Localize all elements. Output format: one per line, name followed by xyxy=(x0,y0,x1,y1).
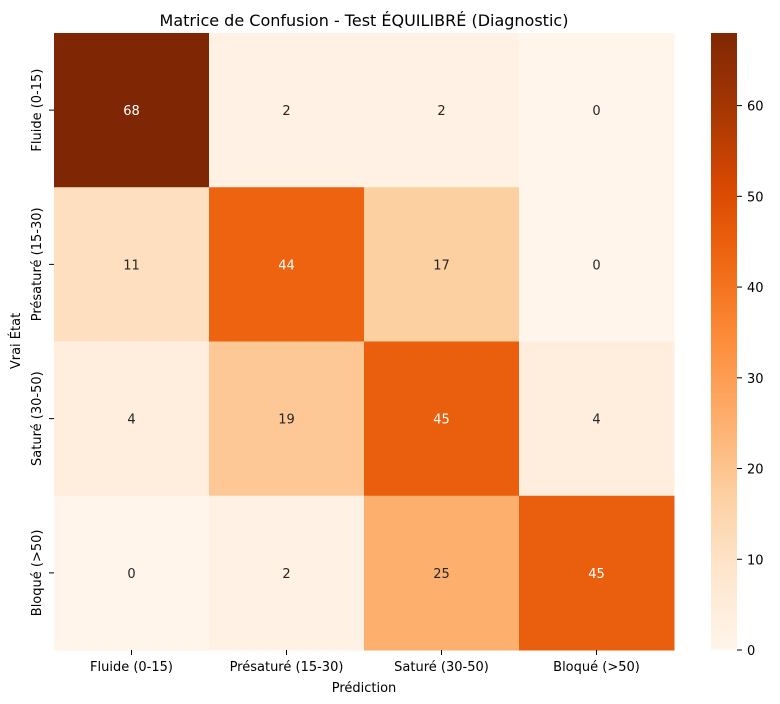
colorbar xyxy=(711,33,737,650)
heatmap-cell xyxy=(209,33,365,188)
x-tick-label: Saturé (30-50) xyxy=(394,660,489,675)
heatmap-cell xyxy=(364,341,520,497)
x-tick-label: Fluide (0-15) xyxy=(90,660,173,675)
heatmap-cell xyxy=(364,187,520,342)
cell-value-label: 4 xyxy=(127,413,135,428)
x-axis-ticks: Fluide (0-15) Présaturé (15-30) Saturé (30… xyxy=(90,650,640,675)
y-tick-label: Saturé (30-50) xyxy=(30,371,45,466)
y-axis-ticks: Fluide (0-15) Présaturé (15-30) Saturé (30… xyxy=(30,69,54,617)
heatmap-cell xyxy=(364,33,520,188)
heatmap-cell xyxy=(519,33,675,188)
heatmap-cell xyxy=(364,495,520,651)
colorbar-tick-label: 10 xyxy=(747,553,764,568)
heatmap-cell xyxy=(519,495,675,651)
x-tick-label: Présaturé (15-30) xyxy=(230,660,344,675)
colorbar-tick-label: 0 xyxy=(747,644,755,659)
chart-title: Matrice de Confusion - Test ÉQUILIBRÉ (D… xyxy=(160,11,569,30)
colorbar-ticks: 0 10 20 30 40 50 60 xyxy=(737,100,764,659)
heatmap-cell xyxy=(209,495,365,651)
cell-value-label: 45 xyxy=(433,413,450,428)
heatmap-cell xyxy=(519,187,675,342)
cell-value-label: 44 xyxy=(278,258,295,273)
heatmap-cell xyxy=(54,341,210,497)
cell-value-label: 25 xyxy=(433,567,450,582)
heatmap-cell xyxy=(54,495,210,651)
x-axis-label: Prédiction xyxy=(332,681,397,696)
heatmap-cells: 68 2 2 0 11 44 17 0 4 19 45 4 0 2 25 45 xyxy=(54,33,675,651)
heatmap-cell xyxy=(209,341,365,497)
cell-value-label: 17 xyxy=(433,258,450,273)
colorbar-tick-label: 60 xyxy=(747,100,764,115)
heatmap-cell xyxy=(209,187,365,342)
cell-value-label: 45 xyxy=(588,567,605,582)
cell-value-label: 4 xyxy=(592,413,600,428)
x-tick-label: Bloqué (>50) xyxy=(553,660,640,675)
cell-value-label: 2 xyxy=(437,104,445,119)
colorbar-tick-label: 30 xyxy=(747,372,764,387)
cell-value-label: 0 xyxy=(127,567,135,582)
y-axis-label: Vrai État xyxy=(8,313,24,369)
heatmap-cell xyxy=(519,341,675,497)
cell-value-label: 0 xyxy=(592,258,600,273)
y-tick-label: Bloqué (>50) xyxy=(30,530,45,617)
heatmap-cell xyxy=(54,33,210,188)
cell-value-label: 2 xyxy=(282,104,290,119)
colorbar-tick-label: 50 xyxy=(747,190,764,205)
cell-value-label: 2 xyxy=(282,567,290,582)
cell-value-label: 0 xyxy=(592,104,600,119)
colorbar-tick-label: 40 xyxy=(747,281,764,296)
cell-value-label: 19 xyxy=(278,413,295,428)
heatmap-cell xyxy=(54,187,210,342)
y-tick-label: Présaturé (15-30) xyxy=(30,207,45,321)
colorbar-tick-label: 20 xyxy=(747,463,764,478)
cell-value-label: 11 xyxy=(123,258,140,273)
y-tick-label: Fluide (0-15) xyxy=(30,69,45,152)
cell-value-label: 68 xyxy=(123,104,140,119)
